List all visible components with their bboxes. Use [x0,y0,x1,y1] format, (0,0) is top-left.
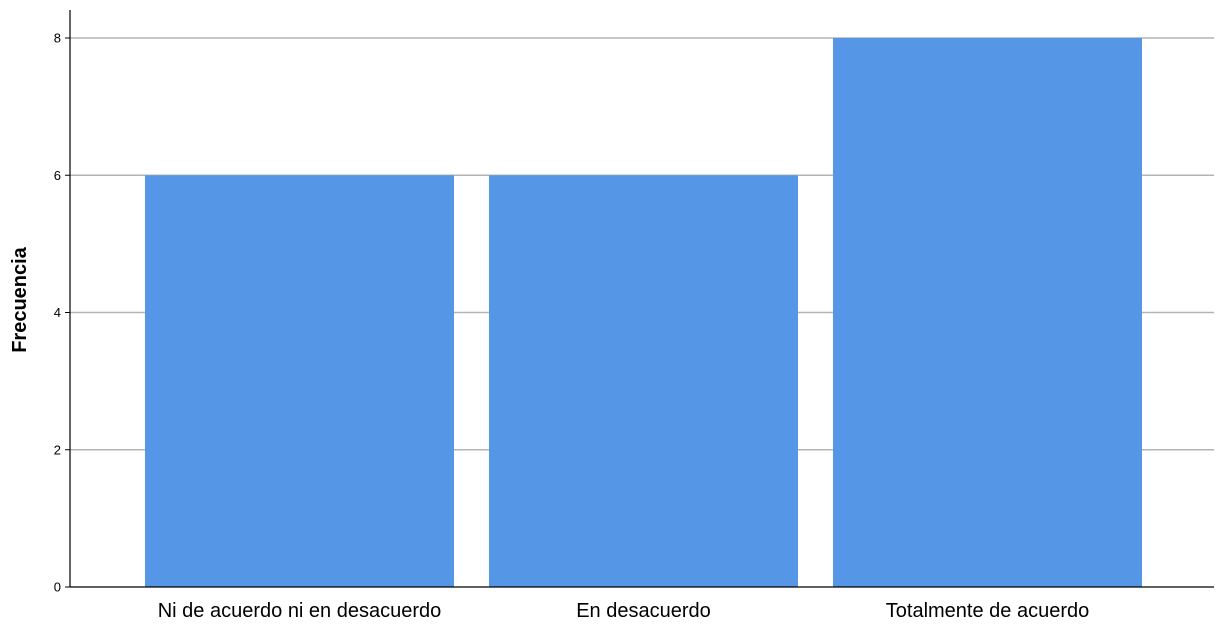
y-tick-label-2: 4 [54,305,61,320]
y-tick-label-1: 2 [54,442,61,457]
y-tick-label-4: 8 [54,31,61,46]
bar-2 [833,38,1142,587]
axes [69,10,1214,588]
x-category-labels: Ni de acuerdo ni en desacuerdo En desacue… [158,600,1090,622]
bar-1 [489,175,798,587]
bars [145,38,1142,587]
x-category-label-1: En desacuerdo [576,600,711,622]
y-tick-labels: 0 2 4 6 8 [54,31,70,595]
y-tick-label-3: 6 [54,168,61,183]
x-category-label-0: Ni de acuerdo ni en desacuerdo [158,600,442,622]
x-category-label-2: Totalmente de acuerdo [886,600,1089,622]
y-axis-title: Frecuencia [9,246,31,352]
bar-0 [145,175,454,587]
y-tick-label-0: 0 [54,580,61,595]
